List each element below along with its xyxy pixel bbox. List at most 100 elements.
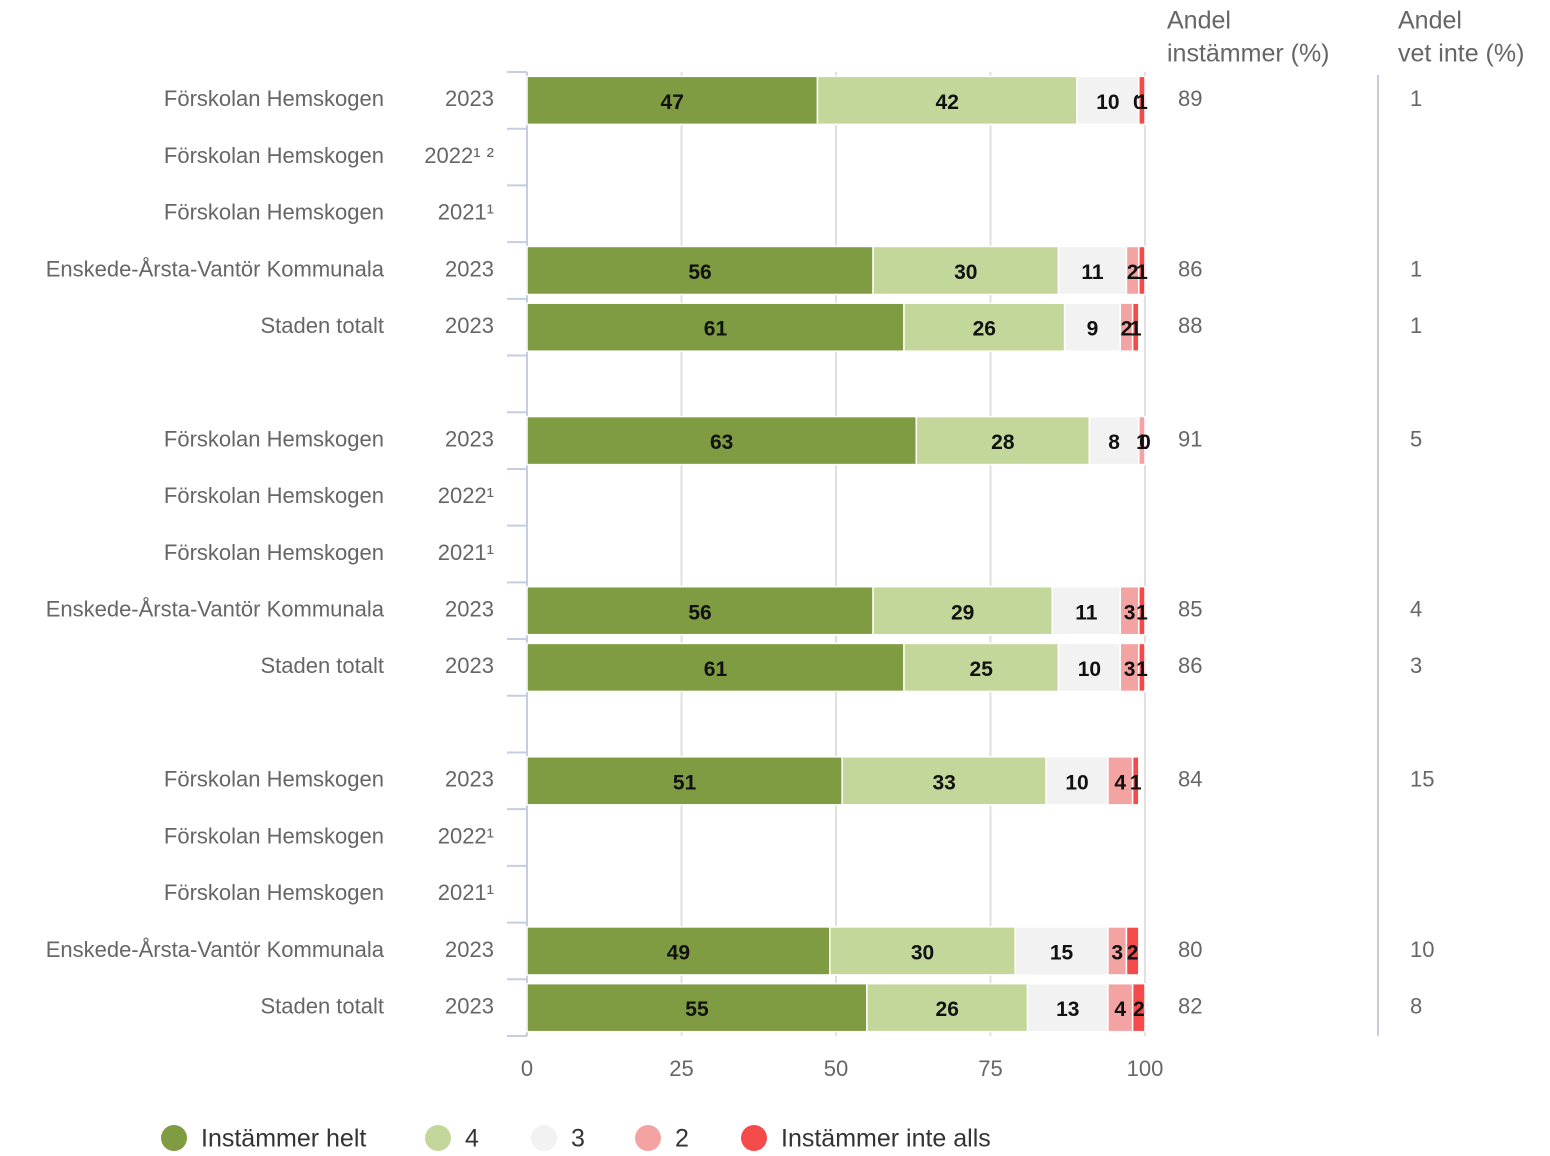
column-value: 86	[1178, 653, 1202, 678]
bar-segment	[1138, 245, 1146, 296]
bar-value-label: 3	[1124, 601, 1136, 624]
bar-value-label: 47	[661, 91, 684, 114]
bar-value-label: 1	[1136, 658, 1148, 681]
bar-value-label: 15	[1050, 941, 1074, 964]
legend-label: Instämmer inte alls	[781, 1125, 991, 1153]
category-label: Förskolan Hemskogen	[164, 143, 384, 168]
column-value: 80	[1178, 937, 1202, 962]
year-label: 2023	[445, 993, 494, 1018]
category-label: Enskede-Årsta-Vantör Kommunala	[46, 937, 385, 962]
column-header: instämmer (%)	[1167, 40, 1330, 68]
column-value: 88	[1178, 313, 1202, 338]
year-label: 2021¹	[438, 540, 494, 565]
column-value: 91	[1178, 426, 1202, 451]
bar-value-label: 1	[1136, 431, 1148, 454]
bar-value-label: 3	[1111, 941, 1123, 964]
bar-value-label: 56	[688, 261, 711, 284]
column-header: Andel	[1167, 7, 1231, 35]
category-label: Staden totalt	[260, 993, 384, 1018]
bar-segment	[1051, 585, 1122, 636]
column-value: 85	[1178, 597, 1202, 622]
column-value: 82	[1178, 993, 1202, 1018]
bar-value-label: 25	[970, 658, 994, 681]
bar-segment	[526, 245, 874, 296]
legend-label: 3	[571, 1125, 585, 1153]
year-label: 2023	[445, 256, 494, 281]
bar-value-label: 0	[1139, 431, 1151, 454]
column-value: 3	[1410, 653, 1422, 678]
bar-segment	[1138, 642, 1146, 693]
x-tick-label: 75	[978, 1056, 1002, 1081]
bar-value-label: 1	[1136, 601, 1148, 624]
bar-segment	[1057, 642, 1122, 693]
column-value: 10	[1410, 937, 1434, 962]
bar-segment	[1076, 75, 1140, 126]
year-label: 2023	[445, 653, 494, 678]
year-label: 2023	[445, 86, 494, 111]
bar-value-label: 28	[991, 431, 1015, 454]
bar-value-label: 55	[685, 998, 709, 1021]
bar-segment	[829, 926, 1016, 976]
bar-value-label: 1	[1130, 318, 1142, 341]
bar-value-label: 26	[973, 318, 996, 341]
x-tick-label: 50	[824, 1056, 848, 1081]
bar-segment	[1125, 926, 1140, 976]
bar-segment	[526, 75, 819, 126]
bar-value-label: 2	[1127, 261, 1139, 284]
category-label: Förskolan Hemskogen	[164, 767, 384, 792]
bar-segment	[1131, 302, 1140, 352]
year-label: 2023	[445, 767, 494, 792]
bar-segment	[526, 926, 831, 976]
column-value: 84	[1178, 767, 1202, 792]
category-label: Förskolan Hemskogen	[164, 880, 384, 905]
category-label: Förskolan Hemskogen	[164, 540, 384, 565]
bar-value-label: 2	[1121, 318, 1133, 341]
year-label: 2021¹	[438, 880, 494, 905]
bar-segment	[1131, 756, 1140, 806]
column-value: 15	[1410, 767, 1434, 792]
bar-value-label: 29	[951, 601, 974, 624]
category-label: Staden totalt	[260, 653, 384, 678]
column-value: 89	[1178, 86, 1202, 111]
year-label: 2023	[445, 937, 494, 962]
bar-segment	[1138, 75, 1146, 126]
bar-value-label: 1	[1130, 771, 1142, 794]
column-value: 5	[1410, 426, 1422, 451]
column-value: 1	[1410, 313, 1422, 338]
legend-marker	[531, 1125, 557, 1151]
column-value: 8	[1410, 993, 1422, 1018]
year-label: 2023	[445, 313, 494, 338]
category-label: Förskolan Hemskogen	[164, 823, 384, 848]
bar-value-label: 61	[704, 318, 728, 341]
column-value: 86	[1178, 256, 1202, 281]
legend-label: Instämmer helt	[201, 1125, 366, 1153]
bar-value-label: 1	[1136, 261, 1148, 284]
bar-segment	[1131, 982, 1146, 1033]
x-tick-label: 0	[521, 1056, 533, 1081]
bar-value-label: 51	[673, 771, 697, 794]
bar-segment	[526, 642, 905, 693]
bar-segment	[841, 756, 1047, 806]
category-label: Enskede-Årsta-Vantör Kommunala	[46, 256, 385, 281]
column-header: Andel	[1398, 7, 1462, 35]
category-label: Förskolan Hemskogen	[164, 86, 384, 111]
bar-segment	[816, 75, 1078, 126]
bar-segment	[915, 415, 1091, 466]
x-tick-label: 25	[669, 1056, 693, 1081]
column-value: 1	[1410, 256, 1422, 281]
bar-value-label: 3	[1124, 658, 1136, 681]
bar-segment	[526, 982, 868, 1033]
bar-value-label: 26	[936, 998, 959, 1021]
column-value: 4	[1410, 597, 1422, 622]
bar-value-label: 11	[1075, 601, 1098, 624]
legend-label: 2	[675, 1125, 689, 1153]
x-tick-label: 100	[1127, 1056, 1164, 1081]
bar-segment	[1026, 982, 1109, 1033]
bar-value-label: 49	[667, 941, 690, 964]
bar-value-label: 56	[688, 601, 711, 624]
category-label: Förskolan Hemskogen	[164, 426, 384, 451]
year-label: 2022¹ ²	[424, 143, 494, 168]
bar-value-label: 4	[1114, 998, 1126, 1021]
bar-segment	[1057, 245, 1128, 296]
bar-value-label: 2	[1127, 941, 1139, 964]
